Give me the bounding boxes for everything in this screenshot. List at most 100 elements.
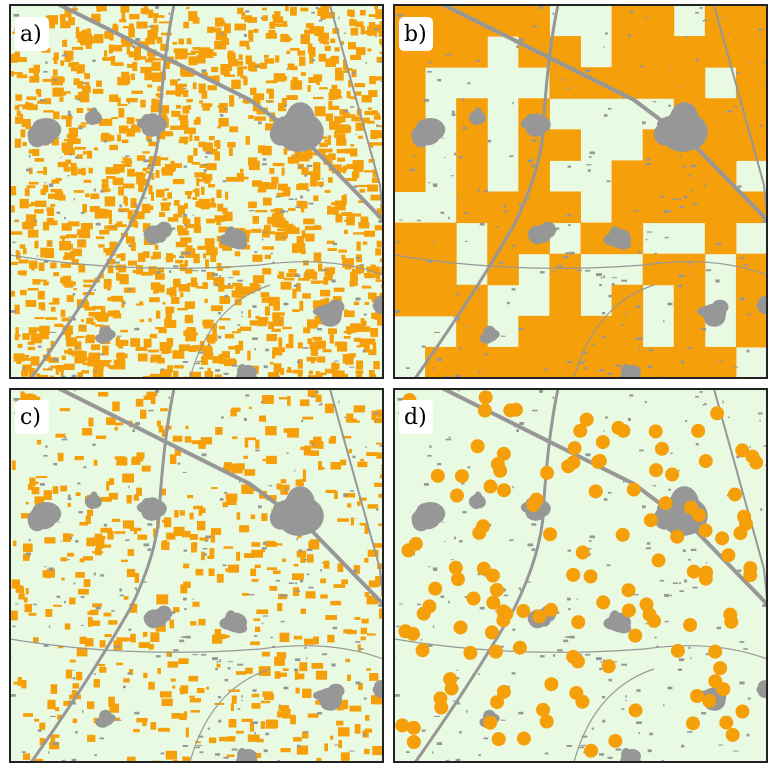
field-speck — [125, 539, 130, 542]
field-speck — [579, 746, 584, 749]
field-speck — [254, 348, 256, 351]
crop-patch — [198, 83, 206, 94]
crop-patch — [12, 540, 17, 547]
sample-point — [698, 523, 713, 538]
field-speck — [518, 711, 524, 715]
crop-patch — [247, 437, 257, 441]
crop-patch — [62, 39, 68, 47]
field-speck — [222, 564, 227, 567]
crop-patch — [143, 205, 154, 211]
field-speck — [649, 732, 653, 736]
field-speck — [416, 219, 421, 222]
crop-patch — [139, 319, 145, 323]
field-speck — [301, 420, 304, 422]
crop-patch — [216, 573, 224, 583]
field-speck — [182, 745, 188, 747]
crop-patch — [37, 170, 44, 174]
crop-patch — [241, 718, 253, 722]
crop-patch — [85, 515, 91, 524]
field-speck — [119, 210, 125, 213]
crop-patch — [116, 221, 123, 225]
crop-patch — [295, 687, 300, 694]
crop-patch — [66, 234, 78, 239]
town — [150, 225, 165, 243]
field-speck — [53, 78, 58, 82]
sample-point — [490, 457, 505, 472]
crop-patch — [211, 634, 223, 644]
crop-patch — [334, 47, 340, 52]
field-speck — [295, 590, 301, 593]
crop-patch — [104, 196, 116, 207]
crop-patch — [169, 619, 175, 629]
crop-patch — [187, 494, 194, 499]
grid-cell — [425, 222, 457, 255]
crop-patch — [231, 290, 240, 298]
field-speck — [603, 498, 608, 501]
crop-patch — [310, 171, 321, 181]
road — [329, 5, 383, 226]
field-speck — [603, 659, 606, 662]
field-speck — [183, 549, 187, 552]
crop-patch — [292, 369, 303, 374]
field-speck — [599, 753, 604, 756]
crop-patch — [88, 167, 93, 174]
field-speck — [67, 113, 72, 117]
crop-patch — [51, 137, 59, 146]
field-speck — [78, 511, 83, 514]
field-speck — [10, 310, 16, 313]
field-speck — [93, 188, 96, 192]
crop-patch — [300, 608, 306, 615]
field-speck — [467, 82, 471, 85]
field-speck — [82, 326, 84, 329]
crop-patch — [90, 193, 100, 200]
crop-patch — [156, 622, 166, 632]
sample-point — [584, 743, 599, 758]
crop-patch — [195, 568, 204, 576]
field-speck — [733, 750, 739, 752]
crop-patch — [358, 326, 371, 332]
crop-patch — [287, 208, 296, 211]
field-speck — [436, 358, 443, 362]
crop-patch — [368, 90, 378, 98]
field-speck — [763, 445, 767, 447]
crop-patch — [189, 534, 198, 540]
crop-patch — [255, 209, 268, 213]
crop-patch — [178, 344, 191, 352]
crop-patch — [321, 151, 326, 159]
crop-patch — [39, 737, 46, 746]
sample-point — [686, 564, 701, 579]
field-speck — [280, 236, 285, 239]
crop-patch — [364, 524, 369, 534]
crop-patch — [103, 248, 115, 253]
field-speck — [219, 659, 222, 662]
crop-patch — [10, 610, 18, 621]
crop-patch — [207, 52, 217, 57]
field-speck — [412, 155, 415, 158]
crop-patch — [107, 530, 114, 540]
field-speck — [52, 742, 59, 746]
crop-patch — [243, 455, 248, 459]
field-speck — [353, 569, 358, 572]
crop-patch — [14, 116, 22, 124]
crop-patch — [38, 374, 49, 378]
crop-patch — [47, 208, 55, 217]
crop-patch — [17, 334, 21, 337]
crop-patch — [117, 208, 130, 213]
sample-point — [723, 607, 738, 622]
crop-patch — [364, 30, 376, 34]
crop-patch — [358, 682, 363, 690]
field-speck — [625, 315, 627, 318]
crop-patch — [216, 189, 222, 199]
crop-patch — [205, 202, 217, 208]
crop-patch — [367, 504, 379, 509]
crop-patch — [293, 737, 302, 742]
crop-patch — [343, 330, 356, 334]
field-speck — [477, 572, 480, 576]
field-speck — [394, 310, 400, 313]
field-speck — [67, 494, 71, 498]
crop-patch — [11, 460, 16, 471]
crop-patch — [252, 97, 261, 105]
field-speck — [197, 735, 204, 738]
crop-patch — [214, 151, 220, 161]
field-speck — [288, 582, 294, 585]
